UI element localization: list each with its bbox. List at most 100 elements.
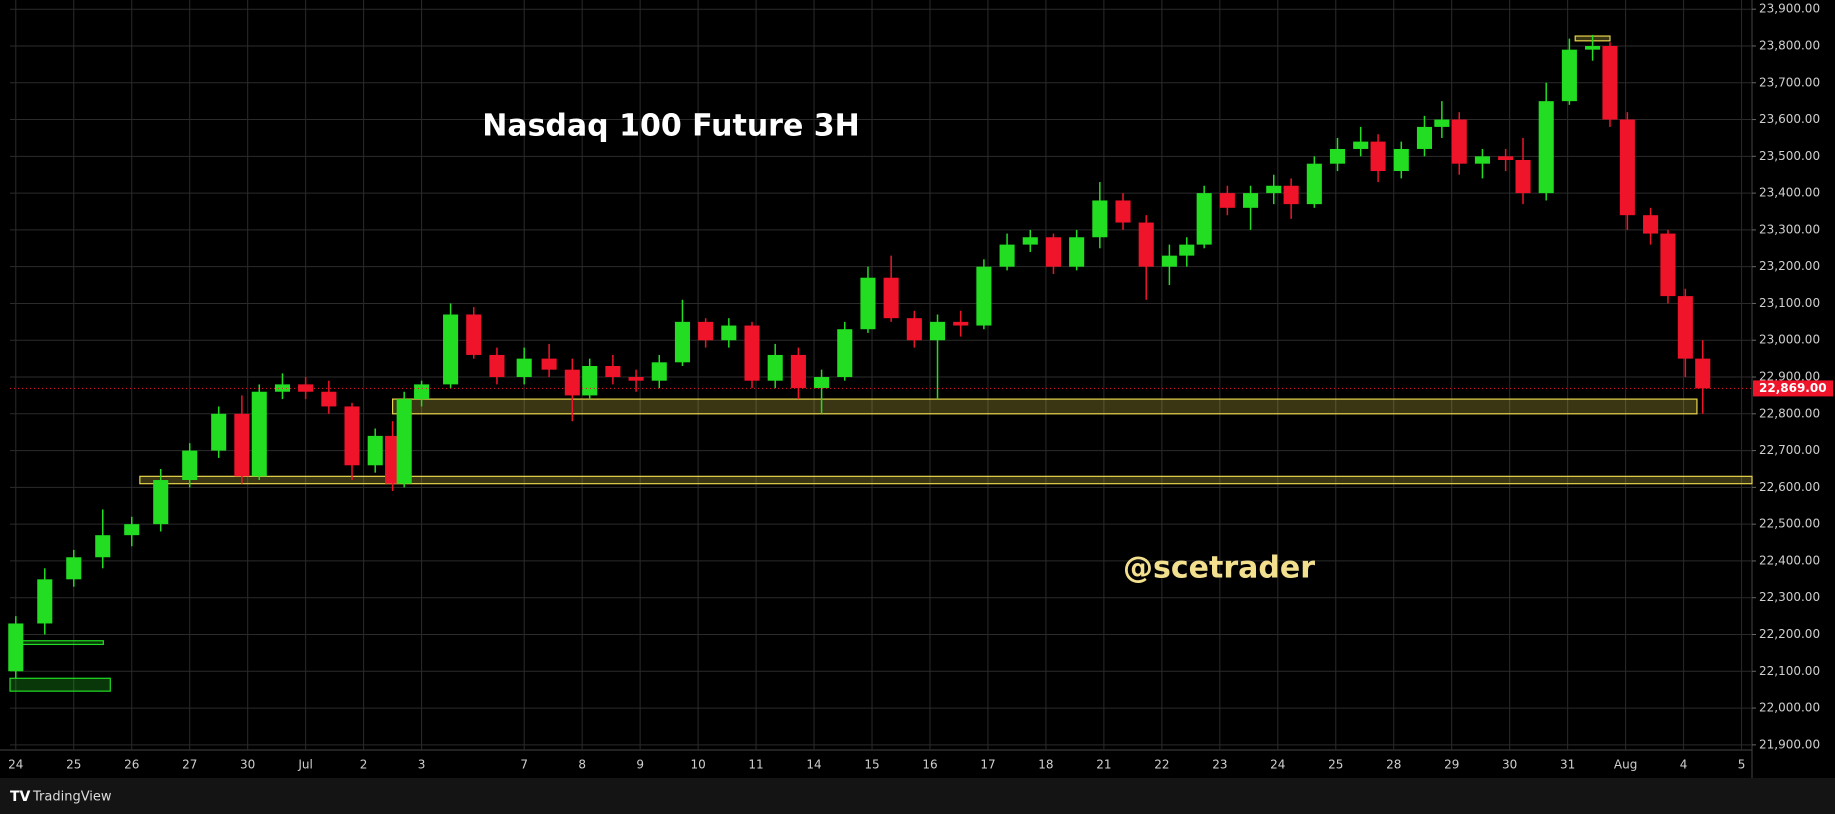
y-tick-label: 23,300.00 [1759, 222, 1820, 236]
x-tick-label: 24 [1270, 758, 1285, 772]
candle-body [466, 314, 482, 355]
candle-body [367, 435, 383, 466]
y-tick-label: 23,500.00 [1759, 149, 1820, 163]
x-tick-label: 15 [864, 758, 879, 772]
footer-bar [0, 778, 1835, 814]
x-tick-label: 25 [1328, 758, 1343, 772]
candle-body [153, 480, 169, 525]
y-tick-label: 22,000.00 [1759, 701, 1820, 715]
x-tick-label: Aug [1614, 758, 1637, 772]
labels: 21,900.00 22,000.00 22,100.00 22,200.00 22,3… [8, 2, 1833, 772]
candle-body [541, 358, 557, 370]
candle-body [883, 277, 899, 319]
candle-body [1515, 160, 1531, 194]
candle-body [1196, 193, 1212, 245]
brand: TradingView [32, 790, 112, 805]
x-tick-label: 14 [806, 758, 821, 772]
candle-body [234, 413, 250, 477]
candle-body [1179, 244, 1195, 256]
y-tick-label: 23,000.00 [1759, 333, 1820, 347]
candle-body [767, 354, 783, 381]
candle-body [1219, 193, 1235, 208]
candle-body [1677, 296, 1693, 359]
y-tick-label: 23,200.00 [1759, 259, 1820, 273]
candle-body [1434, 119, 1450, 127]
candle-body [124, 524, 140, 536]
x-tick-label: 10 [690, 758, 705, 772]
candle-body [1660, 233, 1676, 297]
candle-body [953, 321, 969, 326]
candle-body [651, 362, 667, 381]
y-tick-label: 22,700.00 [1759, 443, 1820, 457]
x-tick-label: 25 [66, 758, 81, 772]
candle-body [1370, 141, 1386, 172]
candle-body [385, 435, 401, 484]
x-tick-label: 30 [1502, 758, 1517, 772]
x-tick-label: 8 [578, 758, 586, 772]
candle-body [1393, 148, 1409, 172]
candle-body [564, 369, 580, 396]
candle-body [321, 391, 337, 407]
y-tick-label: 23,600.00 [1759, 112, 1820, 126]
candle-body [582, 365, 598, 396]
candle-body [8, 623, 24, 672]
candle-body [1538, 101, 1554, 194]
x-tick-label: 29 [1444, 758, 1459, 772]
candle-body [628, 377, 644, 381]
candle-body [1353, 141, 1369, 149]
y-tick-label: 22,300.00 [1759, 590, 1820, 604]
x-tick-label: 17 [980, 758, 995, 772]
zone [9, 640, 104, 646]
zones [9, 35, 1753, 692]
candle-body [837, 329, 853, 378]
candle-body [906, 318, 922, 341]
zone [392, 398, 1698, 415]
candle-body [516, 358, 532, 378]
y-tick-label: 22,100.00 [1759, 664, 1820, 678]
x-tick-label: 7 [520, 758, 528, 772]
x-tick-label: 16 [922, 758, 937, 772]
candle-body [211, 413, 227, 451]
x-tick-label: 3 [418, 758, 426, 772]
candle-body [1561, 49, 1577, 102]
candle-body [1161, 255, 1177, 267]
x-tick-label: 28 [1386, 758, 1401, 772]
candle-body [674, 321, 690, 363]
candle-body [1243, 193, 1259, 208]
candle-body [1585, 45, 1601, 50]
candle-body [489, 354, 505, 378]
candles [8, 34, 1752, 679]
y-tick-label: 22,400.00 [1759, 553, 1820, 567]
candle-body [1266, 185, 1282, 194]
candle-body [1115, 200, 1131, 223]
candle-body [790, 354, 806, 389]
brand-logo: TV [10, 789, 31, 805]
candle-body [1498, 156, 1514, 161]
zone [9, 677, 111, 692]
candle-body [251, 391, 267, 477]
x-tick-label: 26 [124, 758, 139, 772]
candle-body [298, 384, 314, 392]
candle-body [95, 535, 111, 558]
x-tick-label: 9 [636, 758, 644, 772]
y-tick-label: 22,900.00 [1759, 370, 1820, 384]
candle-body [814, 377, 830, 389]
candle-body [1602, 45, 1618, 120]
candle-body [1451, 119, 1467, 164]
y-tick-label: 22,500.00 [1759, 517, 1820, 531]
candle-body [1619, 119, 1635, 216]
candle-body [1045, 237, 1061, 267]
candle-body [605, 365, 621, 378]
candle-body [1069, 237, 1085, 267]
y-tick-label: 23,800.00 [1759, 38, 1820, 52]
candle-body [37, 579, 53, 624]
candle-body [1416, 126, 1433, 149]
candle-body [396, 399, 412, 484]
candle-body [721, 325, 737, 341]
y-tick-label: 22,200.00 [1759, 627, 1820, 641]
x-tick-label: 31 [1560, 758, 1575, 772]
candle-body [1138, 222, 1154, 267]
x-tick-label: 4 [1680, 758, 1688, 772]
candle-body [698, 321, 714, 341]
